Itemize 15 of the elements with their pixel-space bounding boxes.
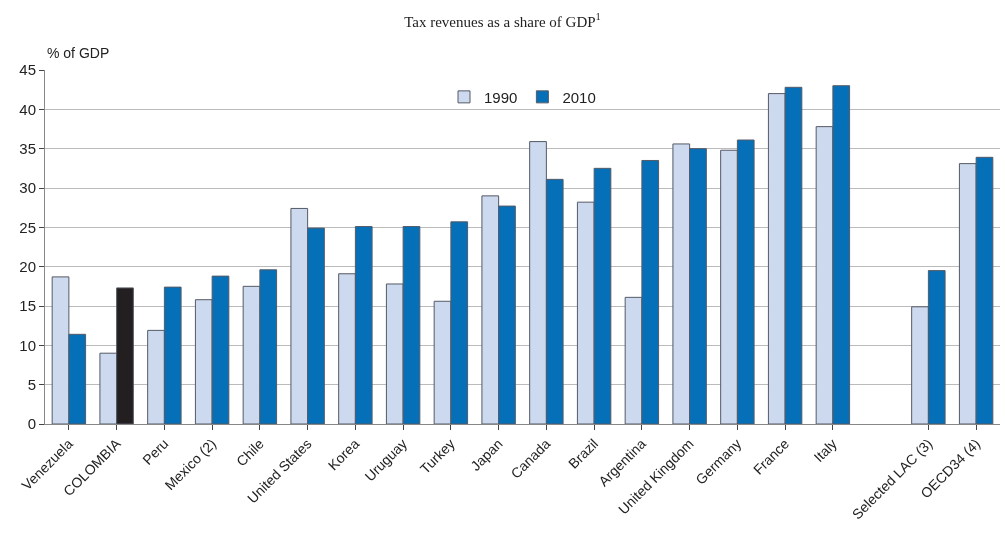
chart-subtitle: Tax revenues as a share of GDP$^{1}$ — [404, 11, 601, 30]
legend-label: 2010 — [562, 88, 596, 106]
x-tick-label: Italy — [810, 435, 840, 466]
y-tick-label: 5 — [27, 375, 36, 393]
y-tick-label: 45 — [19, 61, 36, 79]
y-tick-label: 35 — [19, 139, 36, 157]
legend-label: 1990 — [484, 88, 518, 106]
y-tick-label: 40 — [19, 100, 36, 118]
y-axis-title: % of GDP — [47, 45, 110, 61]
y-tick-label: 0 — [27, 415, 36, 433]
y-tick-label: 25 — [19, 218, 36, 236]
y-tick-label: 10 — [19, 336, 36, 354]
y-tick-label: 15 — [19, 297, 36, 315]
y-tick-label: 30 — [19, 179, 36, 197]
y-tick-label: 20 — [19, 257, 36, 275]
